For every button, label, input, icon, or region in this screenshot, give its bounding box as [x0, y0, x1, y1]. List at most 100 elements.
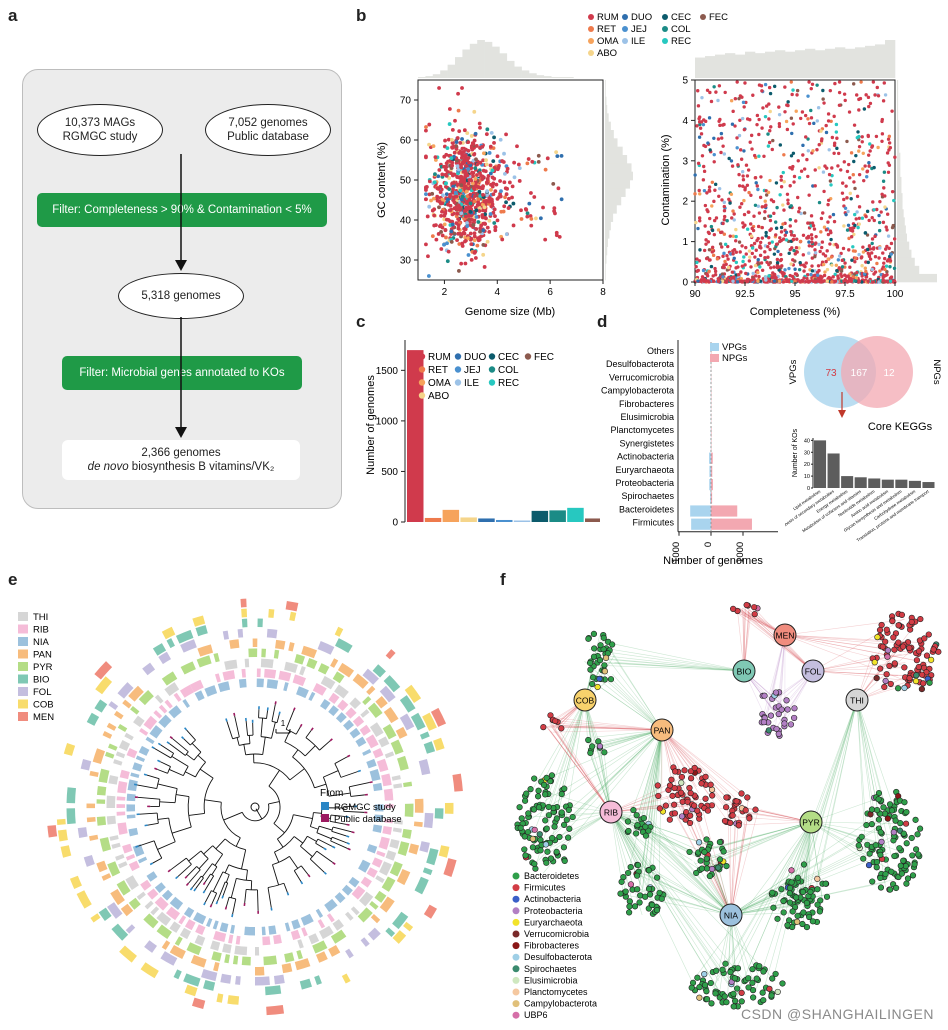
- scatter-point: [867, 161, 871, 165]
- scatter-point: [757, 211, 762, 215]
- tree-ring-segment: [126, 814, 136, 819]
- scatter-point: [459, 232, 464, 237]
- network-edge: [552, 726, 663, 731]
- scatter-point: [806, 221, 810, 225]
- network-node: [807, 888, 814, 895]
- scatter-point: [722, 152, 727, 156]
- network-node: [770, 904, 777, 911]
- scatter-point: [837, 80, 842, 84]
- tree-tip: [329, 738, 333, 742]
- tree-ring-segment: [241, 956, 251, 966]
- scatter-point: [432, 180, 437, 185]
- tree-branch: [329, 820, 347, 825]
- tree-branch: [293, 814, 313, 820]
- scatter-point: [482, 265, 487, 269]
- scatter-point: [511, 223, 516, 228]
- network-node: [696, 994, 703, 1001]
- network-edge: [546, 727, 612, 813]
- scatter-point: [810, 256, 815, 260]
- hist-bar: [897, 104, 899, 113]
- scatter-point: [807, 193, 811, 197]
- network-node: [553, 848, 560, 856]
- scatter-point: [756, 236, 760, 241]
- network-edge: [544, 811, 612, 856]
- tree-branch: [175, 794, 190, 798]
- tree-ring-segment: [161, 889, 173, 901]
- scatter-point: [763, 82, 768, 87]
- scatter-point: [464, 147, 468, 152]
- tree-tip: [286, 892, 290, 896]
- tree-ring-segment: [366, 867, 378, 878]
- tree-ring-segment: [399, 695, 416, 713]
- tree-ring-segment: [98, 907, 112, 921]
- scatter-point: [822, 189, 826, 194]
- scatter-point: [782, 208, 786, 212]
- from-legend-item: Public database: [321, 814, 402, 825]
- tree-ring-segment: [144, 900, 154, 910]
- network-edge: [623, 729, 663, 891]
- network-edge: [555, 722, 663, 731]
- tree-ring-segment: [116, 796, 126, 801]
- scatter-point: [809, 233, 814, 237]
- scatter-point: [861, 245, 865, 249]
- scatter-point: [801, 279, 805, 283]
- tree-ring-segment: [117, 781, 128, 794]
- network-node: [727, 819, 734, 826]
- tree-ring-segment: [375, 875, 385, 884]
- scatter-point: [461, 160, 465, 164]
- network-node: [653, 907, 661, 914]
- scatter-point: [473, 166, 478, 171]
- scatter-point: [853, 260, 857, 264]
- oval-public-line2: Public database: [227, 131, 309, 143]
- scatter-point: [883, 256, 887, 261]
- tree-ring-segment: [369, 722, 384, 737]
- hist-bar: [735, 54, 746, 78]
- network-node: [678, 813, 686, 820]
- scatter-point: [867, 244, 872, 248]
- phylum-label: Synergistetes: [619, 438, 674, 448]
- scatter-point: [821, 211, 825, 215]
- network-node: [738, 989, 745, 997]
- svg-text:PAN: PAN: [654, 726, 671, 736]
- tree-arc: [210, 873, 214, 877]
- scatter-point: [848, 176, 852, 180]
- scatter-point: [756, 224, 761, 229]
- scatter-point: [700, 95, 704, 100]
- scatter-point: [840, 274, 844, 279]
- scatter-point: [810, 264, 814, 268]
- tree-ring-segment: [94, 699, 108, 713]
- network-edge: [597, 662, 745, 672]
- scatter-point: [785, 127, 790, 132]
- scatter-point: [806, 174, 810, 179]
- hist-bar: [514, 66, 522, 78]
- hist-bar: [785, 51, 796, 78]
- scatter-point: [892, 279, 897, 283]
- scatter-point: [795, 250, 799, 254]
- tree-arc: [174, 788, 178, 803]
- scatter-point: [768, 109, 772, 114]
- tree-ring-segment: [126, 793, 136, 802]
- scatter-point: [864, 214, 868, 219]
- network-edge: [610, 811, 696, 990]
- tree-ring-segment: [96, 786, 107, 796]
- tree-ring-segment: [261, 648, 267, 658]
- scatter-point: [705, 272, 709, 277]
- network-node: [912, 816, 919, 823]
- scatter-point: [741, 221, 745, 225]
- scatter-point: [466, 181, 471, 186]
- network-node: [687, 812, 694, 819]
- scatter-point: [892, 237, 897, 241]
- scatter-point: [796, 159, 800, 163]
- scatter-point: [708, 148, 712, 152]
- scatter-point: [454, 140, 459, 145]
- network-edge: [779, 634, 786, 717]
- scatter-point: [867, 164, 871, 168]
- tree-legend-item-cob: COB: [18, 699, 54, 711]
- scatter-point: [492, 140, 496, 145]
- tree-branch: [267, 887, 272, 908]
- tree-ring-segment: [330, 929, 347, 944]
- scatter-point: [721, 275, 725, 279]
- tree-ring-segment: [238, 678, 247, 688]
- y-tick-label: 2: [682, 197, 688, 208]
- scatter-point: [464, 189, 469, 194]
